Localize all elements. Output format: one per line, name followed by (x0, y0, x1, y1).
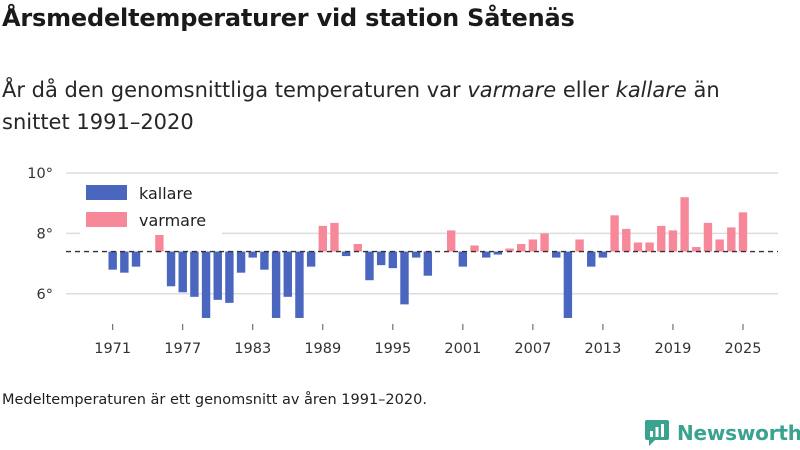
bar-1989 (318, 225, 327, 252)
legend-label-warmer: varmare (139, 211, 206, 230)
bar-1995 (388, 251, 398, 269)
bar-1971 (108, 251, 117, 270)
x-tick-label-1977: 1977 (164, 341, 201, 357)
x-tick-label-1995: 1995 (374, 341, 411, 357)
bar-1973 (131, 251, 141, 267)
bar-2020 (680, 197, 689, 252)
chart-title: Årsmedeltemperaturer vid station Såtenäs (2, 4, 575, 32)
bar-2012 (587, 251, 596, 267)
bar-2023 (715, 239, 724, 252)
x-tick-label-2001: 2001 (444, 341, 481, 357)
subtitle-warm-word: varmare (467, 78, 557, 102)
subtitle-suffix: än snittet 1991–2020 (2, 78, 720, 134)
bar-2025 (738, 212, 748, 252)
bar-2010 (563, 251, 573, 318)
bar-2006 (517, 244, 526, 252)
y-tick-label-6: 6° (37, 287, 53, 303)
bar-1976 (166, 251, 176, 287)
bar-1997 (411, 251, 421, 258)
x-tick-label-1983: 1983 (234, 341, 271, 357)
bar-2024 (727, 227, 736, 252)
bar-1998 (423, 251, 433, 276)
bar-2014 (610, 215, 619, 252)
newsworthy-logo: Newsworthy (644, 419, 800, 447)
legend: kallare varmare (80, 177, 222, 235)
x-tick-label-2019: 2019 (654, 341, 691, 357)
bar-1984 (260, 251, 269, 270)
chart-subtitle: År då den genomsnittliga temperaturen va… (2, 74, 792, 138)
bar-1983 (248, 251, 257, 258)
bar-2004 (493, 251, 503, 255)
bar-2018 (657, 225, 666, 252)
bar-1981 (225, 251, 234, 303)
bar-1987 (295, 251, 304, 318)
bar-2003 (481, 251, 491, 258)
legend-swatch-warmer (86, 212, 127, 227)
bar-2008 (540, 233, 549, 252)
x-tick-label-1989: 1989 (304, 341, 341, 357)
bar-1982 (236, 251, 246, 273)
bar-1979 (201, 251, 211, 318)
bar-1972 (120, 251, 129, 273)
bar-1975 (155, 233, 164, 252)
bar-1985 (271, 251, 281, 318)
bar-2017 (645, 242, 654, 252)
newsworthy-logo-icon (645, 420, 669, 446)
bar-2002 (470, 245, 479, 252)
bar-2005 (505, 248, 514, 252)
bar-2021 (692, 247, 701, 252)
subtitle-middle: eller (556, 78, 616, 102)
bar-2013 (598, 251, 608, 258)
bar-2000 (446, 230, 456, 252)
footnote: Medeltemperaturen är ett genomsnitt av å… (2, 392, 427, 408)
bars (108, 197, 748, 318)
temperature-bar-chart: 6° 8° 10° 1971 1977 1983 1989 1995 2001 2007 2013… (27, 166, 778, 357)
bar-1986 (283, 251, 292, 297)
bar-2015 (622, 228, 631, 252)
bar-1996 (400, 251, 409, 305)
bar-1994 (376, 251, 386, 266)
x-tick-label-2013: 2013 (584, 341, 621, 357)
bar-2007 (528, 239, 538, 252)
legend-swatch-colder (86, 185, 127, 200)
bar-2019 (668, 230, 678, 252)
x-tick-label-2025: 2025 (725, 341, 762, 357)
bar-1990 (330, 222, 339, 252)
y-axis-ticks: 6° 8° 10° (27, 166, 53, 303)
bar-1993 (365, 251, 374, 281)
bar-1988 (306, 251, 316, 267)
bar-2016 (633, 242, 643, 252)
newsworthy-logo-text: Newsworthy (677, 421, 800, 445)
bar-2009 (552, 251, 561, 258)
y-tick-label-10: 10° (27, 166, 53, 182)
legend-label-colder: kallare (139, 184, 193, 203)
x-axis-ticks: 1971 1977 1983 1989 1995 2001 2007 2013 2019 2025 (94, 324, 761, 357)
bar-2011 (575, 239, 584, 252)
bar-2001 (458, 251, 468, 267)
y-tick-label-8: 8° (37, 226, 53, 242)
subtitle-prefix: År då den genomsnittliga temperaturen va… (2, 78, 468, 102)
bar-1992 (353, 244, 363, 252)
bar-1977 (178, 251, 187, 293)
subtitle-cold-word: kallare (615, 78, 687, 102)
bar-1980 (213, 251, 222, 300)
bar-1978 (190, 251, 199, 297)
x-tick-label-1971: 1971 (94, 341, 131, 357)
x-tick-label-2007: 2007 (514, 341, 551, 357)
bar-2022 (703, 222, 713, 252)
bar-1991 (341, 251, 351, 257)
